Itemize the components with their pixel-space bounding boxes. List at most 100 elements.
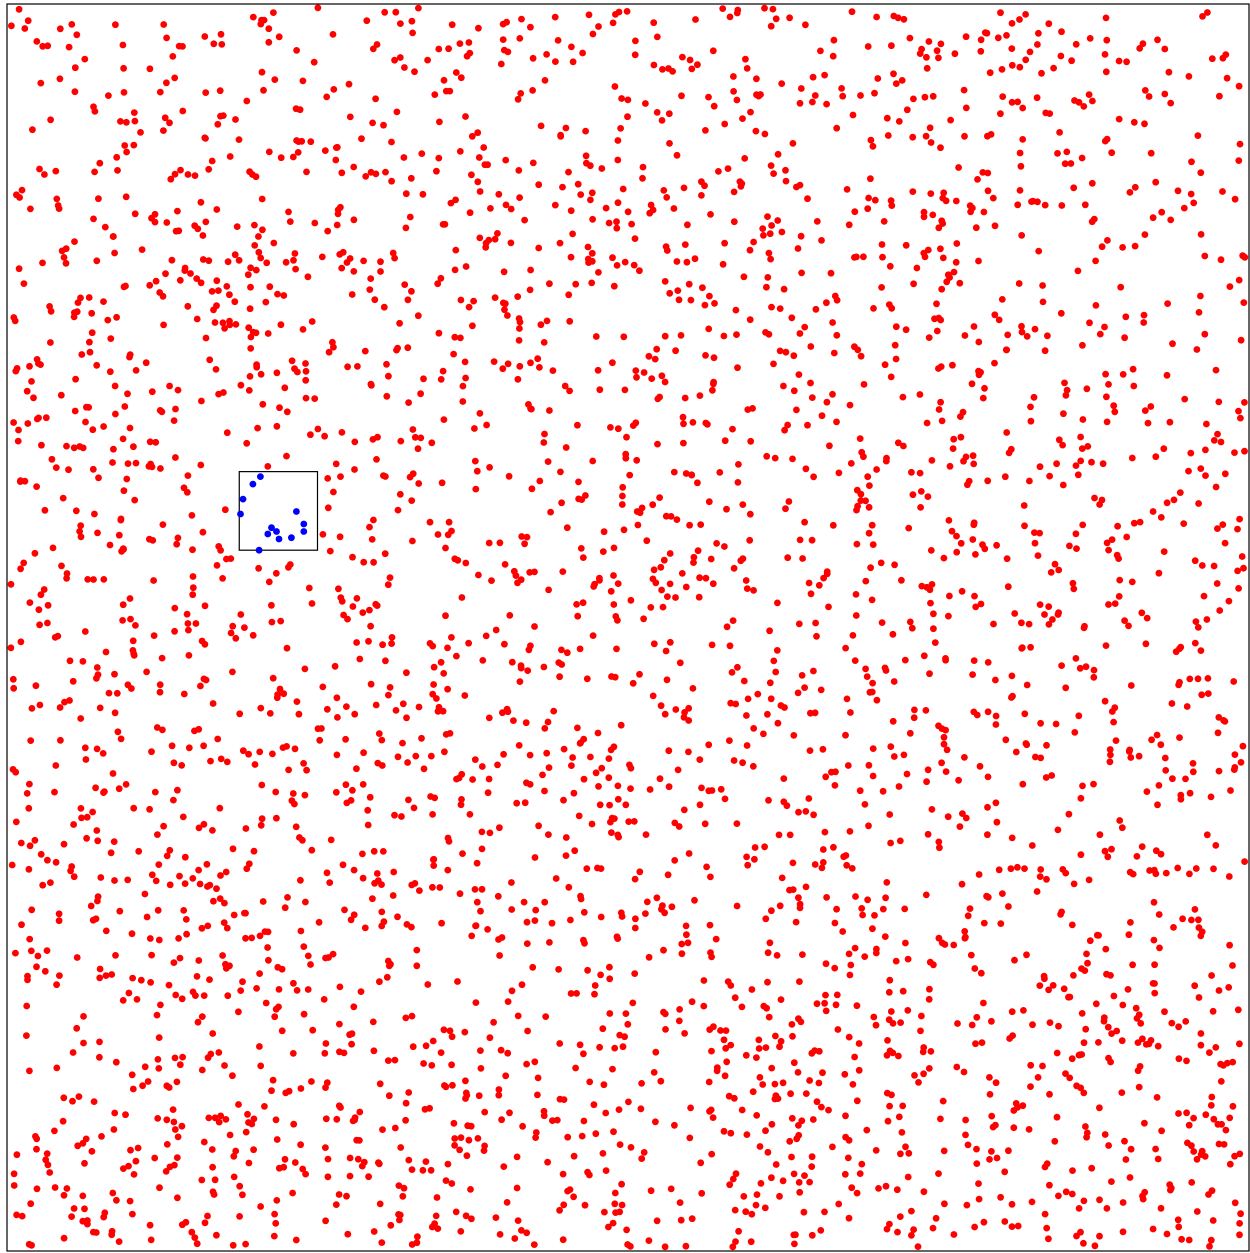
red-point: [543, 317, 551, 325]
red-point: [765, 330, 773, 338]
red-point: [923, 53, 930, 61]
red-point: [365, 1173, 372, 1181]
red-point: [174, 1133, 182, 1141]
red-point: [419, 1166, 427, 1174]
red-point: [168, 256, 176, 264]
red-point: [1078, 1010, 1086, 1017]
red-point: [579, 599, 587, 607]
red-point: [730, 757, 738, 764]
red-point: [232, 321, 240, 328]
red-point: [1041, 1210, 1049, 1218]
red-point: [169, 53, 177, 60]
red-point: [935, 365, 942, 372]
red-point: [894, 1228, 901, 1236]
red-point: [799, 555, 806, 562]
red-point: [1084, 959, 1091, 967]
red-point: [51, 1184, 59, 1191]
red-point: [546, 407, 553, 414]
red-point: [922, 707, 930, 714]
red-point: [129, 637, 137, 645]
red-point: [727, 699, 735, 707]
red-point: [614, 425, 622, 433]
red-point: [72, 507, 80, 515]
red-point: [768, 222, 775, 229]
red-point: [556, 239, 564, 247]
red-point: [146, 1221, 154, 1229]
red-point: [642, 100, 649, 107]
red-point: [200, 742, 208, 750]
red-point: [1225, 597, 1233, 605]
red-point: [179, 107, 187, 115]
red-point: [660, 556, 668, 564]
red-point: [540, 1112, 548, 1120]
red-point: [732, 700, 740, 708]
red-point: [476, 410, 484, 417]
red-point: [245, 387, 253, 394]
red-point: [587, 753, 594, 761]
red-point: [188, 512, 196, 519]
red-point: [723, 623, 731, 631]
red-point: [1194, 675, 1202, 683]
red-point: [807, 590, 815, 598]
red-point: [976, 762, 984, 770]
red-point: [699, 284, 706, 292]
red-point: [523, 1060, 530, 1068]
red-point: [62, 245, 70, 253]
red-point: [500, 750, 507, 758]
red-point: [1118, 1037, 1126, 1045]
red-point: [245, 1159, 253, 1167]
red-point: [130, 804, 138, 812]
red-point: [674, 766, 682, 774]
red-point: [633, 373, 640, 381]
red-point: [927, 139, 935, 146]
red-point: [660, 946, 667, 954]
red-point: [384, 581, 392, 589]
red-point: [790, 352, 798, 360]
red-point: [857, 497, 865, 504]
red-point: [174, 786, 181, 794]
red-point: [100, 576, 108, 583]
red-point: [688, 998, 696, 1006]
red-point: [324, 1155, 332, 1163]
red-point: [813, 632, 820, 640]
red-point: [1141, 407, 1149, 414]
red-point: [1077, 794, 1085, 802]
red-point: [1105, 1054, 1112, 1062]
red-point: [621, 1033, 628, 1041]
red-point: [1148, 736, 1155, 744]
red-point: [627, 596, 635, 604]
red-point: [435, 45, 443, 53]
red-point: [79, 1192, 87, 1200]
red-point: [732, 306, 740, 314]
blue-point: [275, 535, 283, 543]
red-point: [402, 1014, 410, 1022]
red-point: [980, 999, 987, 1007]
red-point: [721, 1072, 729, 1080]
red-point: [1201, 330, 1209, 338]
red-point: [986, 69, 994, 77]
red-point: [885, 988, 893, 996]
red-point: [600, 528, 608, 536]
red-point: [89, 465, 97, 473]
red-point: [645, 953, 653, 961]
red-point: [1168, 700, 1176, 707]
red-point: [319, 683, 327, 691]
red-point: [1088, 1164, 1096, 1172]
red-point: [322, 1115, 330, 1123]
red-point: [437, 376, 445, 383]
red-point: [527, 23, 534, 31]
red-point: [185, 744, 193, 752]
red-point: [1095, 932, 1102, 939]
red-point: [529, 87, 536, 94]
red-point: [209, 1030, 217, 1037]
red-point: [1101, 51, 1109, 58]
red-point: [1001, 1218, 1009, 1225]
red-point: [545, 586, 552, 594]
red-point: [574, 421, 581, 429]
red-point: [375, 1159, 382, 1167]
red-point: [892, 80, 900, 87]
red-point: [932, 1214, 940, 1222]
red-point: [154, 1056, 162, 1063]
red-point: [126, 595, 134, 602]
red-point: [921, 93, 929, 101]
